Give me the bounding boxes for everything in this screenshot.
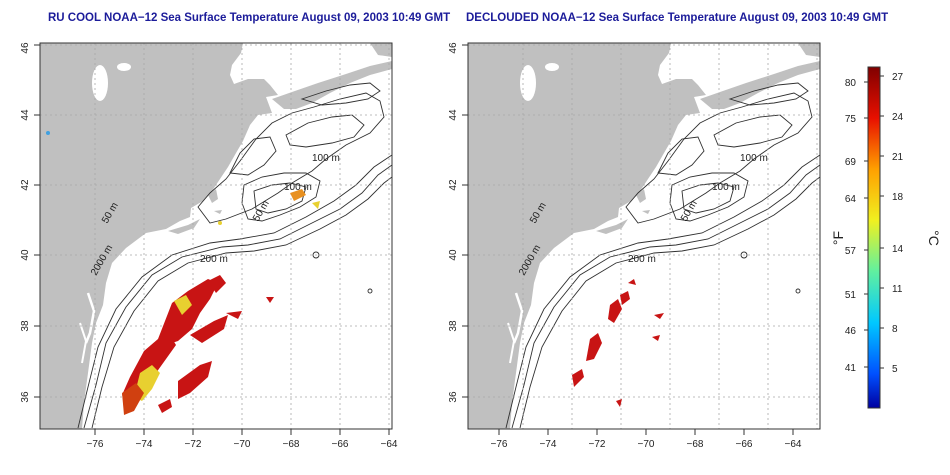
- y-tick-label: 40: [448, 249, 459, 261]
- c-tick-label: 5: [892, 364, 898, 375]
- x-tick-label: −68: [283, 439, 300, 450]
- x-tick-label: −76: [87, 439, 104, 450]
- x-tick-label: −74: [540, 439, 557, 450]
- x-axis-right: −76 −74 −72 −70 −68 −66 −64: [491, 439, 802, 450]
- map-panel-left: 50 m 2000 m 200 m 100 m 100 m 50 m −76 −…: [20, 42, 398, 450]
- colorbar-gradient: [867, 66, 881, 409]
- y-tick-label: 38: [20, 320, 31, 332]
- f-tick-label: 64: [845, 194, 857, 205]
- contour-label-right-200: 200 m: [628, 254, 656, 265]
- contour-label-left-100b: 100 m: [284, 182, 312, 193]
- y-tick-label: 36: [20, 391, 31, 403]
- c-tick-label: 14: [892, 244, 904, 255]
- y-tick-label: 42: [20, 179, 31, 191]
- x-tick-label: −70: [638, 439, 655, 450]
- f-tick-label: 80: [845, 78, 857, 89]
- y-axis-right: 36 38 40 42 44 46: [448, 42, 459, 403]
- map-frame-left: [39, 42, 393, 430]
- y-tick-label: 46: [448, 42, 459, 54]
- fahrenheit-unit-label: °F: [830, 231, 846, 245]
- x-tick-label: −66: [736, 439, 753, 450]
- map-frame-right: [467, 42, 821, 430]
- c-tick-label: 8: [892, 324, 898, 335]
- fahrenheit-ticks: 80 75 69 64 57 51 46 41: [845, 78, 857, 374]
- colorbar: 80 75 69 64 57 51 46 41 27 24 21 18 14 1…: [830, 66, 942, 409]
- contour-label-left-100a: 100 m: [312, 153, 340, 164]
- x-tick-label: −64: [381, 439, 398, 450]
- x-tick-label: −72: [185, 439, 202, 450]
- map-title-right: DECLOUDED NOAA−12 Sea Surface Temperatur…: [466, 12, 889, 24]
- c-tick-label: 18: [892, 192, 904, 203]
- x-tick-label: −76: [491, 439, 508, 450]
- x-tick-label: −70: [234, 439, 251, 450]
- c-tick-label: 27: [892, 72, 904, 83]
- f-tick-label: 41: [845, 363, 857, 374]
- sst-patches-right: [572, 279, 664, 407]
- c-tick-label: 21: [892, 152, 904, 163]
- y-tick-label: 44: [20, 109, 31, 121]
- x-tick-label: −74: [136, 439, 153, 450]
- x-tick-label: −66: [332, 439, 349, 450]
- y-tick-label: 44: [448, 109, 459, 121]
- x-tick-label: −68: [687, 439, 704, 450]
- y-tick-label: 46: [20, 42, 31, 54]
- contour-label-left-200: 200 m: [200, 254, 228, 265]
- f-tick-label: 51: [845, 290, 857, 301]
- y-tick-label: 36: [448, 391, 459, 403]
- c-tick-label: 24: [892, 112, 904, 123]
- y-tick-label: 40: [20, 249, 31, 261]
- x-tick-label: −64: [785, 439, 802, 450]
- y-tick-label: 38: [448, 320, 459, 332]
- celsius-unit-label: °C: [926, 230, 942, 246]
- y-tick-label: 42: [448, 179, 459, 191]
- f-tick-label: 75: [845, 114, 857, 125]
- f-tick-label: 69: [845, 157, 857, 168]
- f-tick-label: 46: [845, 326, 857, 337]
- celsius-ticks: 27 24 21 18 14 11 8 5: [892, 72, 904, 375]
- map-title-left: RU COOL NOAA−12 Sea Surface Temperature …: [48, 12, 451, 24]
- contour-label-left-50b: 50 m: [251, 199, 272, 224]
- contour-label-right-100a: 100 m: [740, 153, 768, 164]
- contour-label-right-50b: 50 m: [679, 199, 700, 224]
- x-axis-left: −76 −74 −72 −70 −68 −66 −64: [87, 439, 398, 450]
- x-tick-label: −72: [589, 439, 606, 450]
- sst-patches-left: [46, 131, 320, 415]
- y-axis-left: 36 38 40 42 44 46: [20, 42, 31, 403]
- c-tick-label: 11: [892, 284, 903, 295]
- map-panel-right: 50 m 2000 m 200 m 100 m 100 m 50 m −76 −…: [448, 42, 821, 450]
- contour-label-right-100b: 100 m: [712, 182, 740, 193]
- f-tick-label: 57: [845, 246, 857, 257]
